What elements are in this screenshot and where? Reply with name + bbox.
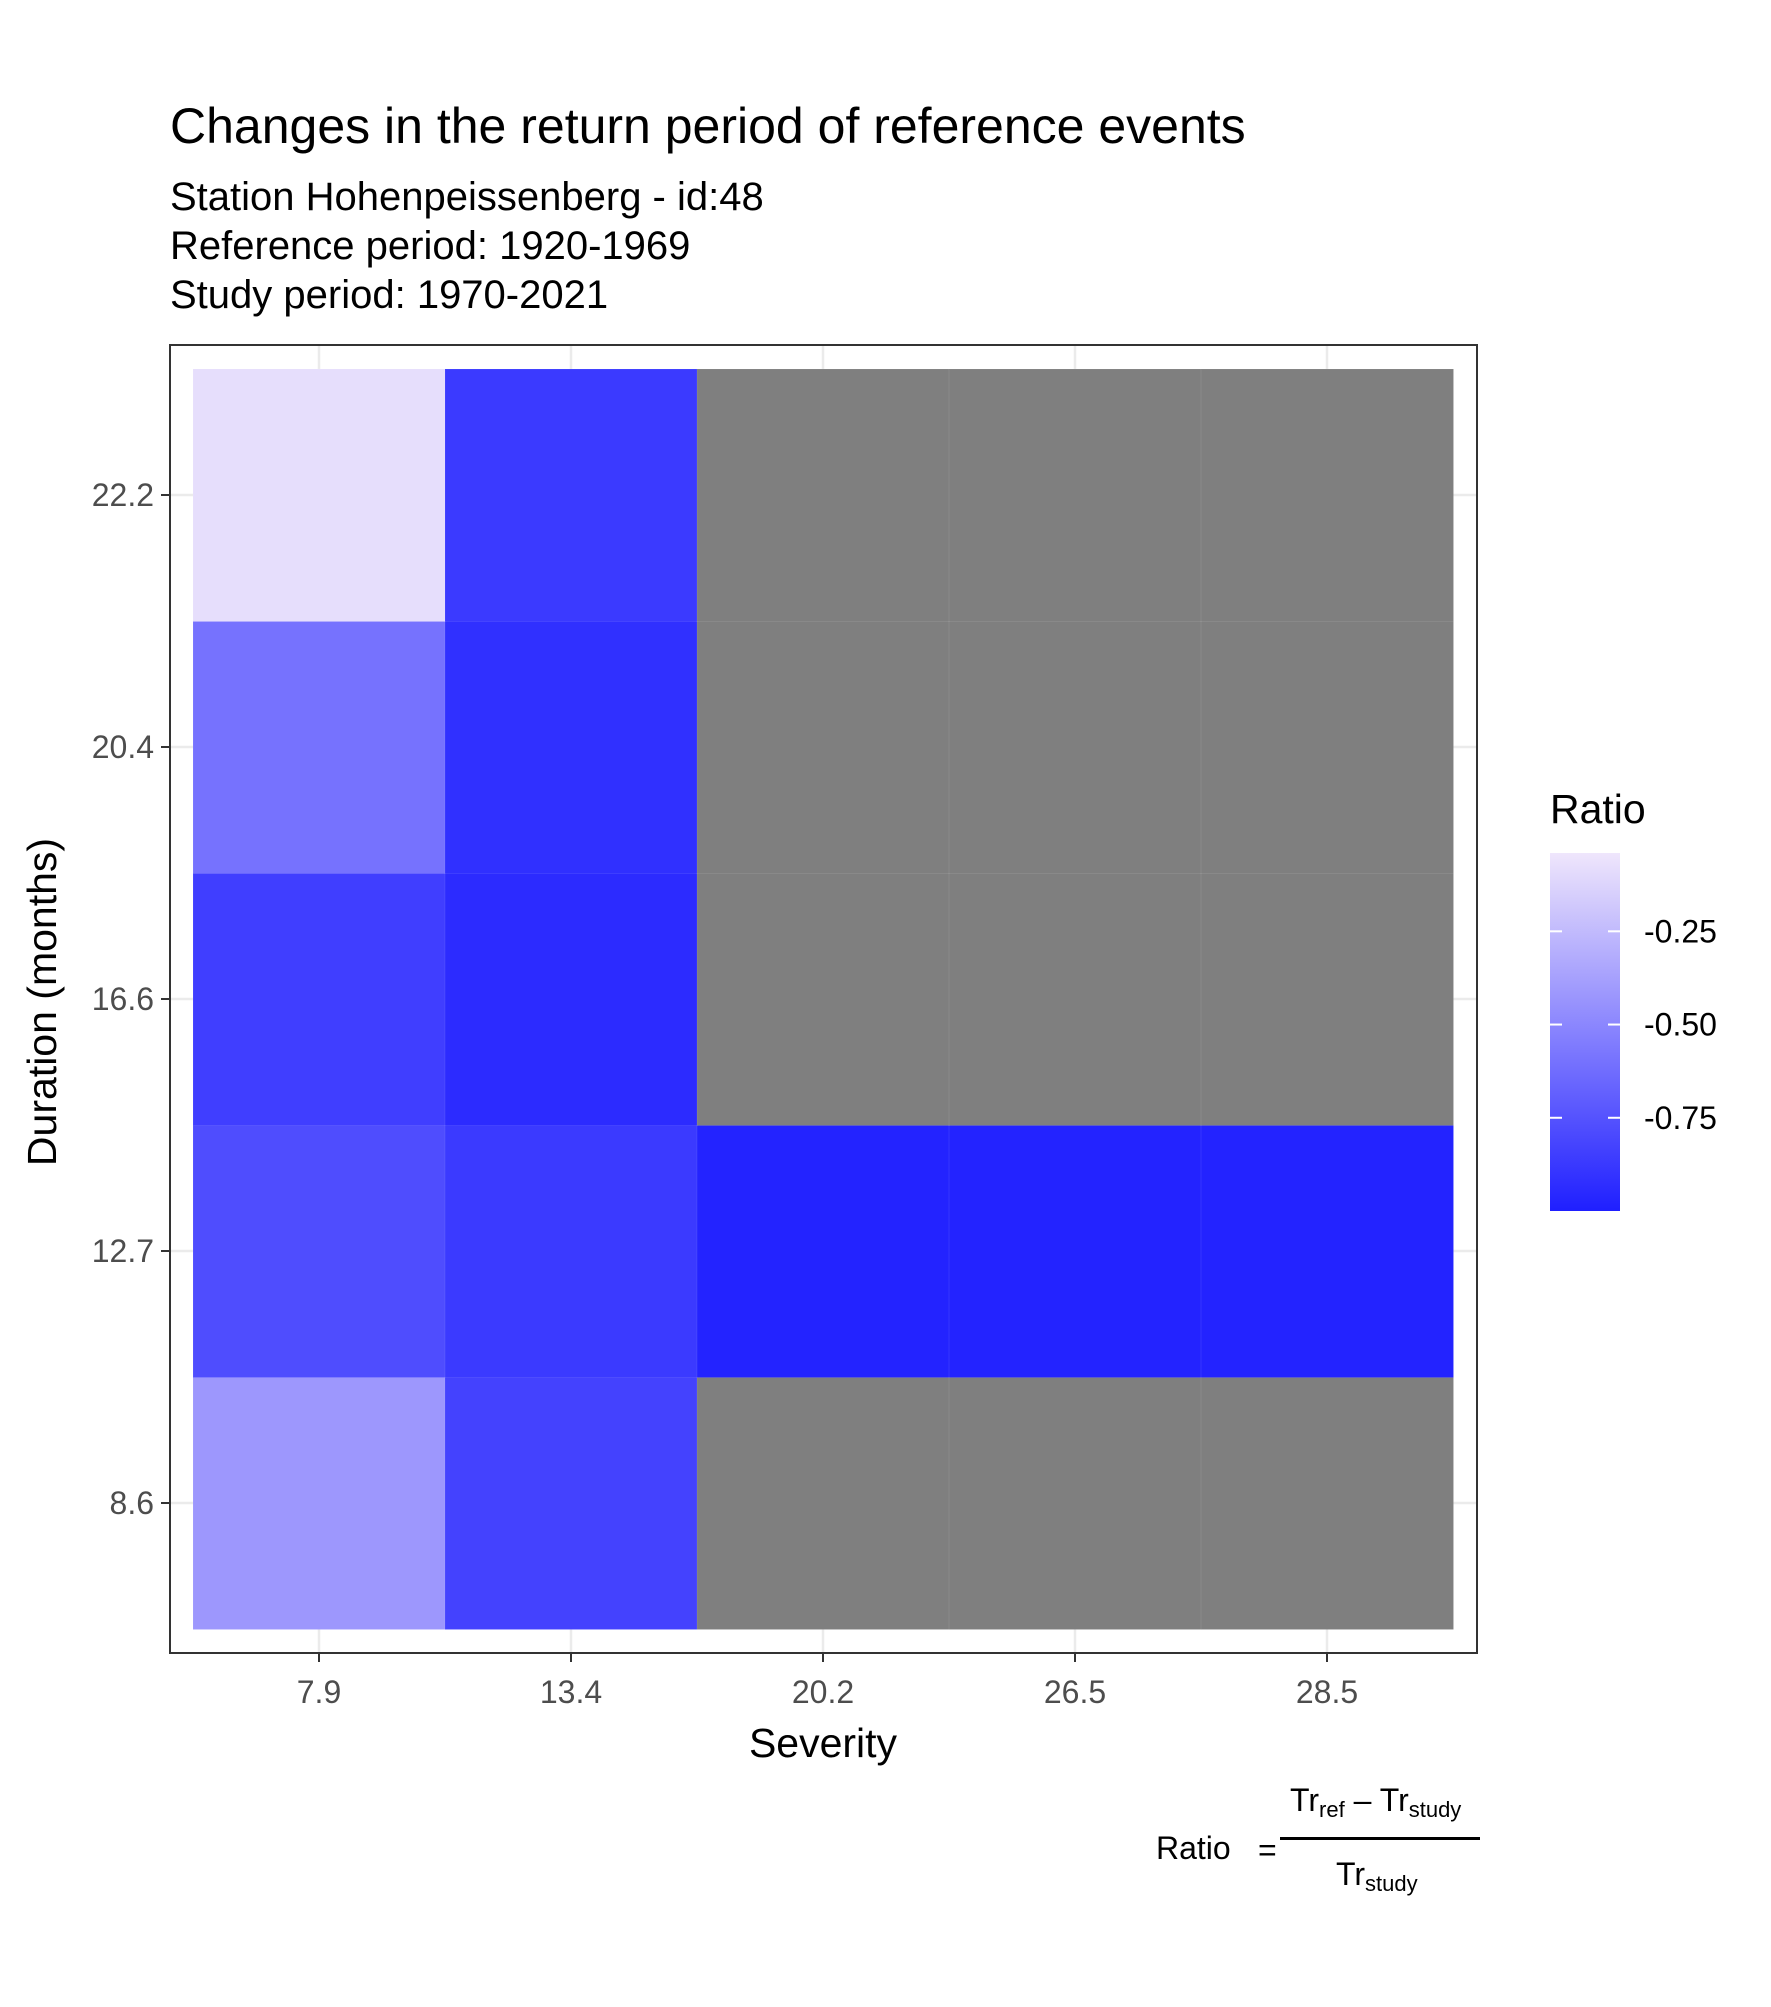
legend-tick-label: -0.50: [1644, 1007, 1717, 1043]
heatmap-cell: [444, 368, 698, 622]
heatmap-cell: [192, 1376, 446, 1630]
heatmap-cell: [696, 368, 950, 622]
heatmap-cell: [696, 1376, 950, 1630]
heatmap-cell: [444, 1376, 698, 1630]
heatmap-cell: [192, 620, 446, 874]
heatmap-cell: [696, 620, 950, 874]
heatmap-cell: [1200, 1124, 1454, 1378]
legend-tick-label: -0.25: [1644, 913, 1717, 949]
y-axis-label: Duration (months): [19, 837, 65, 1167]
heatmap-cell: [948, 1124, 1202, 1378]
heatmap-cell: [948, 872, 1202, 1126]
x-tick-label: 20.2: [792, 1674, 854, 1710]
formula-numerator: Trref – Trstudy: [1290, 1782, 1462, 1822]
chart-subtitle-study-period: Study period: 1970-2021: [170, 273, 609, 317]
ratio-formula-caption: Ratio = Trref – Trstudy Trstudy: [1150, 1780, 1490, 1900]
chart-subtitle-station: Station Hohenpeissenberg - id:48: [170, 175, 764, 219]
heatmap-cell: [1200, 872, 1454, 1126]
heatmap-cell: [1200, 1376, 1454, 1630]
heatmap-cell: [948, 1376, 1202, 1630]
chart-title: Changes in the return period of referenc…: [170, 98, 1246, 154]
heatmap-cell: [696, 872, 950, 1126]
heatmap-cell: [444, 620, 698, 874]
legend-title: Ratio: [1550, 786, 1646, 832]
heatmap-cell: [948, 620, 1202, 874]
x-tick-label: 13.4: [540, 1674, 602, 1710]
heatmap-cell: [192, 1124, 446, 1378]
formula-equals: =: [1258, 1832, 1277, 1868]
legend-colorbar: [1550, 853, 1620, 1211]
heatmap-cell: [948, 368, 1202, 622]
heatmap-cell: [1200, 368, 1454, 622]
x-tick-label: 26.5: [1044, 1674, 1106, 1710]
y-tick-label: 12.7: [92, 1233, 154, 1269]
heatmap-cell: [696, 1124, 950, 1378]
formula-fraction-bar: [1280, 1837, 1480, 1840]
heatmap-cell: [192, 872, 446, 1126]
x-tick-label: 28.5: [1296, 1674, 1358, 1710]
y-tick-label: 16.6: [92, 981, 154, 1017]
chart-subtitle-reference-period: Reference period: 1920-1969: [170, 224, 691, 268]
y-tick-label: 20.4: [92, 729, 154, 765]
formula-label: Ratio: [1156, 1830, 1231, 1866]
legend-tick-label: -0.75: [1644, 1100, 1717, 1136]
heatmap-cell: [192, 368, 446, 622]
heatmap-cell: [444, 1124, 698, 1378]
heatmap-cell: [1200, 620, 1454, 874]
y-tick-label: 8.6: [110, 1485, 154, 1521]
heatmap-cell: [444, 872, 698, 1126]
formula-denominator: Trstudy: [1336, 1856, 1418, 1896]
x-tick-label: 7.9: [297, 1674, 341, 1710]
x-axis-label: Severity: [748, 1720, 898, 1766]
y-tick-label: 22.2: [92, 477, 154, 513]
